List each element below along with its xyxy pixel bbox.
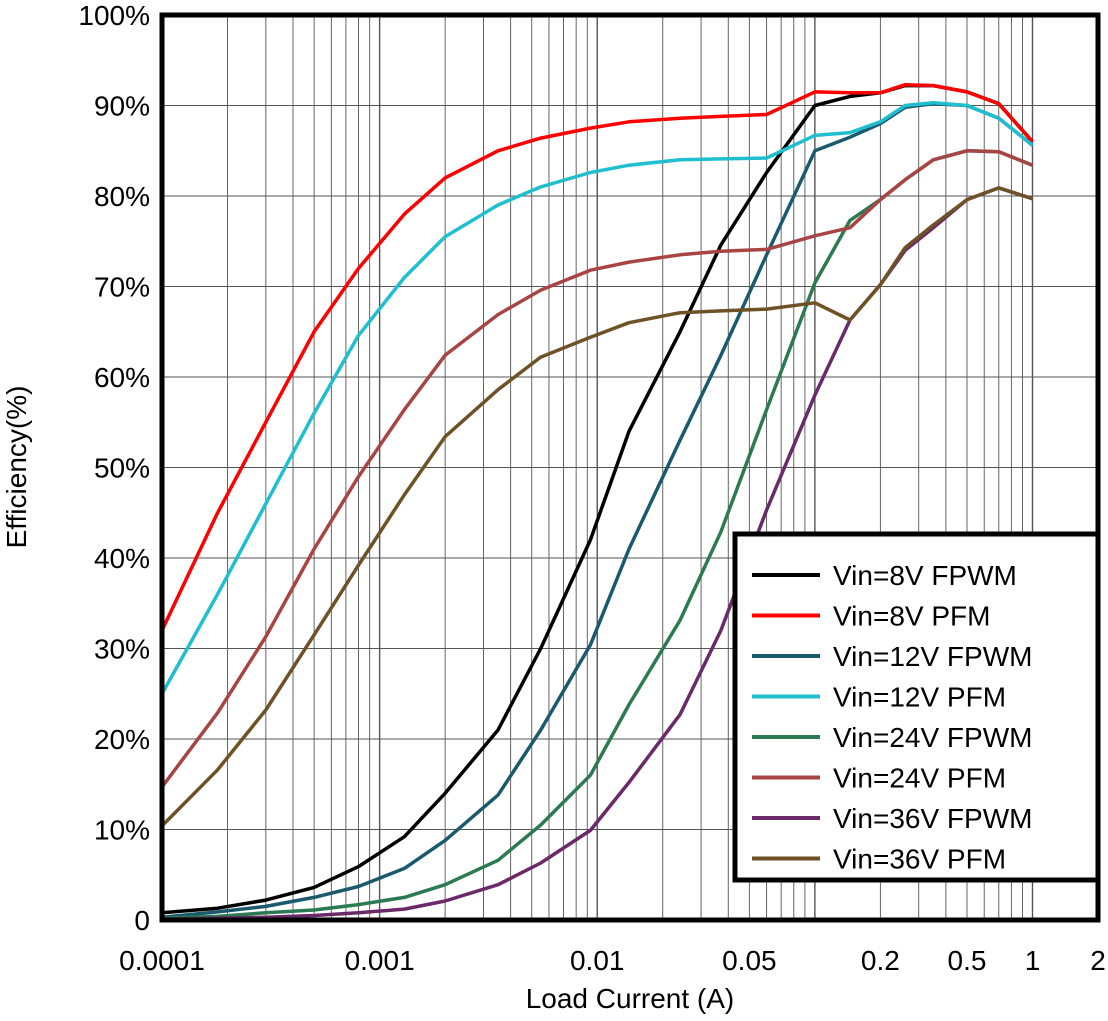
y-tick-label: 40% (94, 543, 150, 574)
y-tick-label: 30% (94, 634, 150, 665)
x-tick-label: 0.2 (861, 945, 900, 976)
x-axis-label: Load Current (A) (526, 983, 735, 1014)
y-tick-label: 10% (94, 815, 150, 846)
legend-entry: Vin=36V FPWM (833, 803, 1032, 834)
legend-entry: Vin=24V PFM (833, 763, 1006, 794)
legend-entry: Vin=8V PFM (833, 601, 990, 632)
legend-entry: Vin=12V PFM (833, 682, 1006, 713)
y-tick-label: 60% (94, 362, 150, 393)
x-tick-label: 1 (1025, 945, 1041, 976)
legend-entry: Vin=8V FPWM (833, 560, 1017, 591)
x-tick-labels: 0.0001 0.001 0.01 0.05 0.2 0.5 1 2 (119, 945, 1106, 976)
x-tick-label: 0.0001 (119, 945, 205, 976)
series-lines (160, 82, 1034, 921)
x-tick-label: 0.05 (722, 945, 777, 976)
legend: Vin=8V FPWM Vin=8V PFM Vin=12V FPWM Vin=12V… (732, 531, 1101, 883)
series-line-vin-36v-fpwm (161, 186, 1034, 921)
y-tick-label: 0 (134, 905, 150, 936)
legend-box (732, 531, 1101, 883)
y-tick-label: 20% (94, 724, 150, 755)
legend-entry: Vin=12V FPWM (833, 641, 1032, 672)
series-line-vin-12v-pfm (160, 101, 1034, 695)
x-tick-label: 2 (1090, 945, 1106, 976)
legend-entry: Vin=24V FPWM (833, 722, 1032, 753)
legend-entry: Vin=36V PFM (833, 844, 1006, 875)
y-tick-label: 100% (78, 0, 150, 31)
series-line-vin-36v-pfm (160, 186, 1034, 828)
y-tick-label: 90% (94, 91, 150, 122)
y-tick-labels: 0 10% 20% 30% 40% 50% 60% 70% 80% 90% 100% (78, 0, 150, 936)
y-axis-label: Efficiency(%) (1, 386, 32, 549)
series-line-vin-24v-pfm (160, 149, 1034, 789)
x-tick-label: 0.01 (570, 945, 625, 976)
x-tick-label: 0.5 (948, 945, 987, 976)
series-line-vin-8v-pfm (160, 82, 1034, 632)
y-tick-label: 70% (94, 272, 150, 303)
y-tick-label: 80% (94, 181, 150, 212)
y-tick-label: 50% (94, 453, 150, 484)
plot-frame (159, 12, 1101, 923)
x-tick-label: 0.001 (345, 945, 415, 976)
